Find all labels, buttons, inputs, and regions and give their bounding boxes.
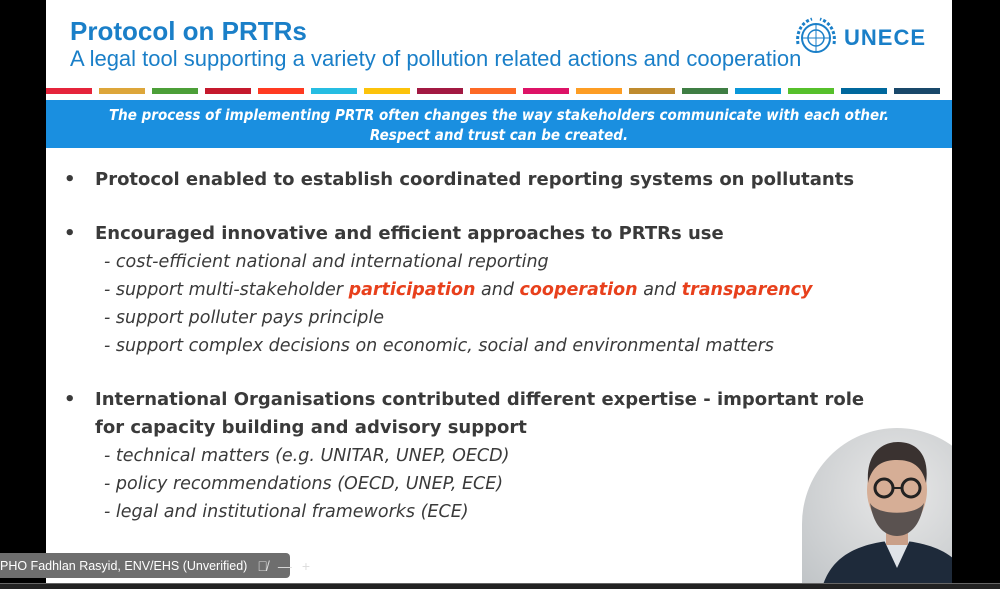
stripe-segment xyxy=(523,88,569,94)
bullet-item: • Protocol enabled to establish coordinat… xyxy=(64,166,865,194)
bullet-text: Protocol enabled to establish coordinate… xyxy=(95,169,855,190)
speaker-video xyxy=(802,428,952,583)
unece-logo: UNECE xyxy=(792,14,926,62)
slide-content: • Protocol enabled to establish coordinat… xyxy=(64,166,865,526)
plus-icon[interactable]: + xyxy=(301,557,310,574)
sub-item: - support complex decisions on economic,… xyxy=(104,336,774,356)
stripe-segment xyxy=(735,88,781,94)
banner: The process of implementing PRTR often c… xyxy=(46,100,952,148)
slide-subtitle: A legal tool supporting a variety of pol… xyxy=(70,46,802,71)
minimize-icon[interactable]: — xyxy=(277,557,292,574)
sdg-color-stripe xyxy=(46,88,952,94)
stripe-segment xyxy=(99,88,145,94)
stripe-segment xyxy=(205,88,251,94)
participant-name: PHO Fadhlan Rasyid, ENV/EHS (Unverified) xyxy=(0,558,248,573)
stripe-segment xyxy=(682,88,728,94)
speaker-avatar xyxy=(823,442,952,583)
stripe-segment xyxy=(841,88,887,94)
banner-text: The process of implementing PRTR often c… xyxy=(108,106,890,144)
stripe-segment xyxy=(576,88,622,94)
sub-item: - policy recommendations (OECD, UNEP, EC… xyxy=(104,474,504,494)
bullet-item: • Encouraged innovative and efficient app… xyxy=(64,220,865,248)
stripe-segment xyxy=(152,88,198,94)
participant-name-bar[interactable]: PHO Fadhlan Rasyid, ENV/EHS (Unverified)… xyxy=(0,553,310,578)
sub-item: - legal and institutional frameworks (EC… xyxy=(104,502,469,522)
stripe-segment xyxy=(46,88,92,94)
logo-text: UNECE xyxy=(844,25,927,50)
presentation-slide: Protocol on PRTRs A legal tool supportin… xyxy=(46,0,952,583)
stripe-segment xyxy=(788,88,834,94)
highlight-participation: participation xyxy=(348,280,476,300)
mic-muted-icon[interactable]: 🎙̸ xyxy=(257,557,268,574)
bullet-text: Encouraged innovative and efficient appr… xyxy=(95,223,724,244)
sub-item: - cost-efficient national and internatio… xyxy=(104,252,549,272)
un-emblem-icon xyxy=(796,17,836,53)
stripe-segment xyxy=(470,88,516,94)
highlight-transparency: transparency xyxy=(681,280,813,300)
bullet-item: • International Organisations contributed… xyxy=(64,386,865,442)
slide-title: Protocol on PRTRs xyxy=(70,16,307,46)
stripe-segment xyxy=(629,88,675,94)
stripe-segment xyxy=(417,88,463,94)
bullet-text: International Organisations contributed … xyxy=(95,389,865,438)
highlight-cooperation: cooperation xyxy=(519,280,638,300)
sub-item: - support polluter pays principle xyxy=(104,308,384,328)
sub-item: - technical matters (e.g. UNITAR, UNEP, … xyxy=(104,446,510,466)
stripe-segment xyxy=(364,88,410,94)
sub-item: - support multi-stakeholder participatio… xyxy=(104,280,813,300)
stripe-segment xyxy=(894,88,940,94)
stripe-segment xyxy=(258,88,304,94)
bottom-bar xyxy=(0,583,1000,589)
stripe-segment xyxy=(311,88,357,94)
